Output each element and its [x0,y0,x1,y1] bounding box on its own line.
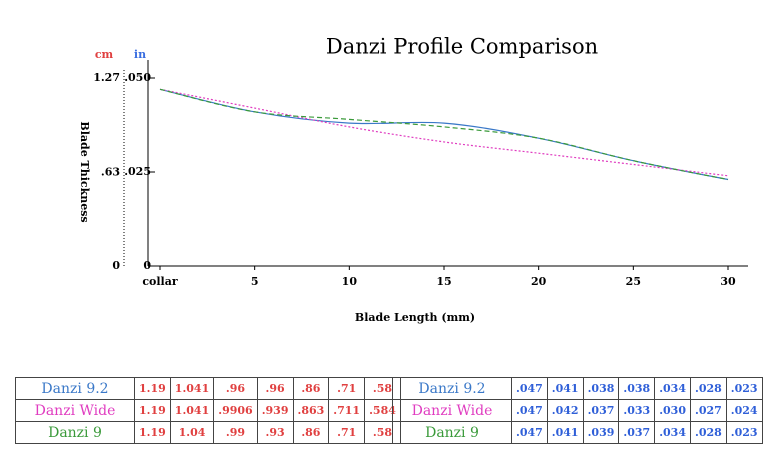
table-cell: .023 [725,421,763,444]
table-cell: .584 [364,399,401,422]
table-cell: .039 [582,421,620,444]
series-line [159,88,729,181]
table-cell: .9906 [213,399,258,422]
table-cell: .96 [213,377,258,400]
y-axis-label: Blade Thickness [78,121,91,222]
y-unit: in [134,48,146,61]
table-cell: .86 [292,377,330,400]
table-cell: .711 [328,399,366,422]
table-cell: 1.19 [134,421,171,444]
y-tick-label: .025 [124,165,151,178]
x-axis-label: Blade Length (mm) [355,311,475,324]
table-cell: .939 [256,399,294,422]
table-cell: .93 [256,421,294,444]
table-cell: .028 [689,421,727,444]
row-name: Danzi Wide [392,399,512,422]
y-tick-label: .050 [124,71,151,84]
table-cell: .047 [511,399,548,422]
series-line [159,88,729,177]
row-name: Danzi Wide [15,399,135,422]
x-tick-label: collar [142,275,178,288]
table-cell: .034 [654,377,691,400]
table-cell: .027 [689,399,727,422]
table-cell: .71 [328,377,366,400]
table-row: Danzi 9.2 1.19 1.041.96.96.86.71.58 [15,377,401,400]
table-cell: .037 [618,421,656,444]
table-cell: .047 [511,421,548,444]
x-tick-label: 25 [626,275,641,288]
table-cell: .863 [292,399,330,422]
row-name: Danzi 9 [15,421,135,444]
table-cell: .033 [618,399,656,422]
cm-table: Danzi 9.2 1.19 1.041.96.96.86.71.58 Danzi W… [15,377,401,444]
table-cell: .038 [618,377,656,400]
table-row: Danzi 9 1.19 1.04.99.93.86.71.58 [15,421,401,444]
table-row: Danzi Wide .047.042.037.033.030.027.024 [392,399,763,422]
table-row: Danzi 9.047.041.039.037.034.028.023 [392,421,763,444]
table-cell: .030 [654,399,691,422]
table-cell: .86 [292,421,330,444]
table-cell: .041 [546,377,584,400]
table-row: Danzi Wide 1.19 1.041.9906.939.863.711.584 [15,399,401,422]
y2-tick-label: .63 [101,166,120,179]
x-tick-label: 10 [342,275,358,288]
row-name: Danzi 9.2 [15,377,135,400]
table-cell: .034 [654,421,691,444]
table-cell: .99 [213,421,258,444]
table-cell: 1.041 [169,377,215,400]
x-tick-label: 30 [720,275,736,288]
table-cell: .041 [546,421,584,444]
y-tick-label: 0 [143,259,151,272]
in-table: Danzi 9.2.047.041.038.038.034.028.023 Dan… [392,377,763,444]
x-tick-label: 20 [531,275,547,288]
y2-tick-label: 0 [112,259,120,272]
x-tick-label: 15 [436,275,451,288]
table-cell: .042 [546,399,584,422]
table-cell: .037 [582,399,620,422]
x-tick-label: 5 [251,275,259,288]
table-cell: 1.041 [169,399,215,422]
y2-tick-label: 1.27 [93,71,120,84]
table-cell: .047 [511,377,548,400]
row-name: Danzi 9 [392,421,512,444]
table-cell: .024 [725,399,763,422]
table-cell: 1.04 [169,421,215,444]
chart: Danzi Profile Comparison Blade Length (m… [78,35,748,324]
table-cell: .58 [364,421,401,444]
row-name: Danzi 9.2 [392,377,512,400]
y2-unit: cm [95,48,114,61]
table-cell: .028 [689,377,727,400]
table-row: Danzi 9.2.047.041.038.038.034.028.023 [392,377,763,400]
table-cell: .96 [256,377,294,400]
table-cell: .71 [328,421,366,444]
table-cell: 1.19 [134,399,171,422]
table-cell: .023 [725,377,763,400]
table-cell: .038 [582,377,620,400]
table-cell: 1.19 [134,377,171,400]
chart-title: Danzi Profile Comparison [326,35,598,59]
